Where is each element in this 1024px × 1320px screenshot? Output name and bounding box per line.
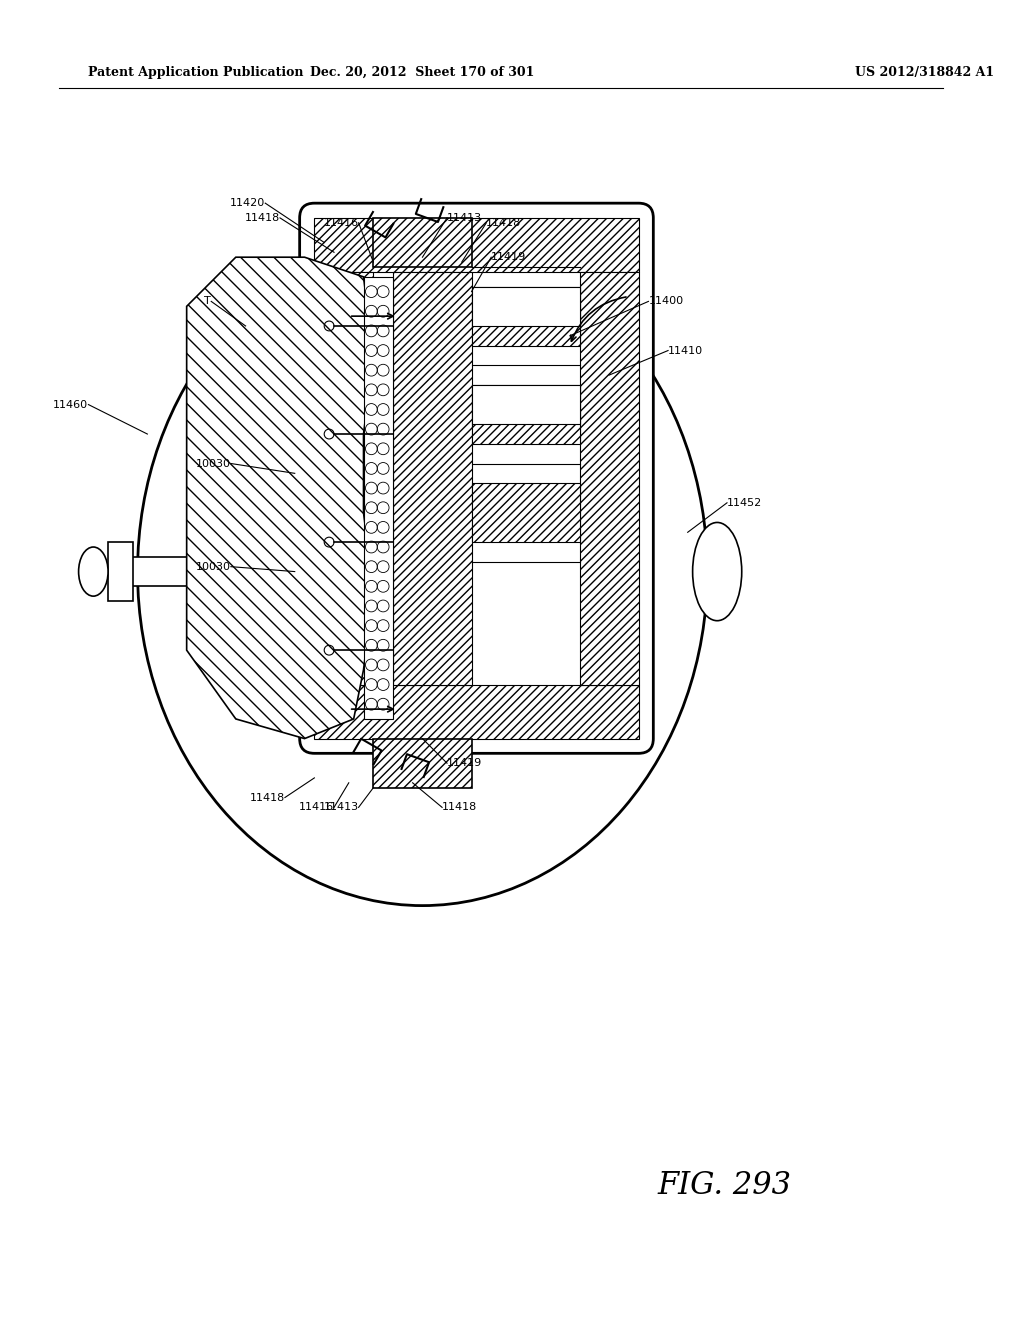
Bar [364,277,393,719]
Text: 11400: 11400 [648,297,684,306]
Text: 11419: 11419 [492,252,526,263]
Bar [393,272,472,685]
Bar [374,218,472,267]
Bar [472,286,580,346]
Bar [128,557,314,586]
Text: 10030: 10030 [196,458,230,469]
Text: 11410: 11410 [668,346,703,355]
Text: 11413: 11413 [447,213,482,223]
Bar [314,218,639,272]
Text: 11413: 11413 [324,803,358,812]
Bar [374,739,472,788]
Text: 11418: 11418 [442,803,477,812]
Text: US 2012/318842 A1: US 2012/318842 A1 [855,66,994,79]
Text: 11460: 11460 [53,400,88,409]
Ellipse shape [692,523,741,620]
Text: FIG. 293: FIG. 293 [657,1170,792,1201]
Bar [314,272,374,685]
Bar [109,543,133,601]
Text: 11416: 11416 [299,803,334,812]
Text: 11416: 11416 [324,218,358,228]
Bar [472,385,580,424]
Bar [580,272,639,685]
Text: 10030: 10030 [196,562,230,572]
Text: 11419: 11419 [447,758,482,768]
Bar [314,685,639,739]
Bar [472,286,580,326]
Bar [472,483,580,543]
Text: 11418: 11418 [250,792,285,803]
Bar [472,385,580,444]
Text: 11452: 11452 [727,498,762,508]
Ellipse shape [79,546,109,597]
Text: T: T [205,297,211,306]
Text: 11418: 11418 [486,218,521,228]
Text: Patent Application Publication: Patent Application Publication [88,66,304,79]
Text: Dec. 20, 2012  Sheet 170 of 301: Dec. 20, 2012 Sheet 170 of 301 [310,66,535,79]
Text: 11418: 11418 [245,213,280,223]
Polygon shape [186,257,374,739]
FancyBboxPatch shape [300,203,653,754]
Text: 11420: 11420 [230,198,265,209]
